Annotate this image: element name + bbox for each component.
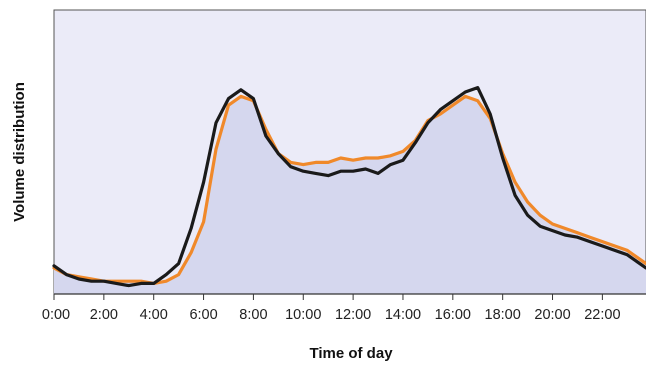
x-tick-label: 4:00 [140, 307, 168, 323]
x-tick-label: 12:00 [335, 307, 371, 323]
x-tick-label: 10:00 [285, 307, 321, 323]
x-tick-label: 14:00 [385, 307, 421, 323]
x-tick-label: 0:00 [42, 307, 70, 323]
x-axis-ticks: 0:00 2:00 4:00 6:00 8:00 10:00 12:00 14:00 16:00… [42, 294, 621, 323]
series-lines-layer [52, 85, 646, 288]
x-tick-label: 20:00 [534, 307, 570, 323]
x-axis-title: Time of day [309, 345, 393, 362]
series-2-line [52, 85, 646, 288]
x-tick-label: 2:00 [90, 307, 118, 323]
x-tick-label: 8:00 [239, 307, 267, 323]
x-tick-label: 6:00 [189, 307, 217, 323]
x-tick-label: 18:00 [485, 307, 521, 323]
x-tick-label: 22:00 [584, 307, 620, 323]
x-tick-label: 16:00 [435, 307, 471, 323]
y-axis-title: Volume distribution [11, 82, 28, 222]
